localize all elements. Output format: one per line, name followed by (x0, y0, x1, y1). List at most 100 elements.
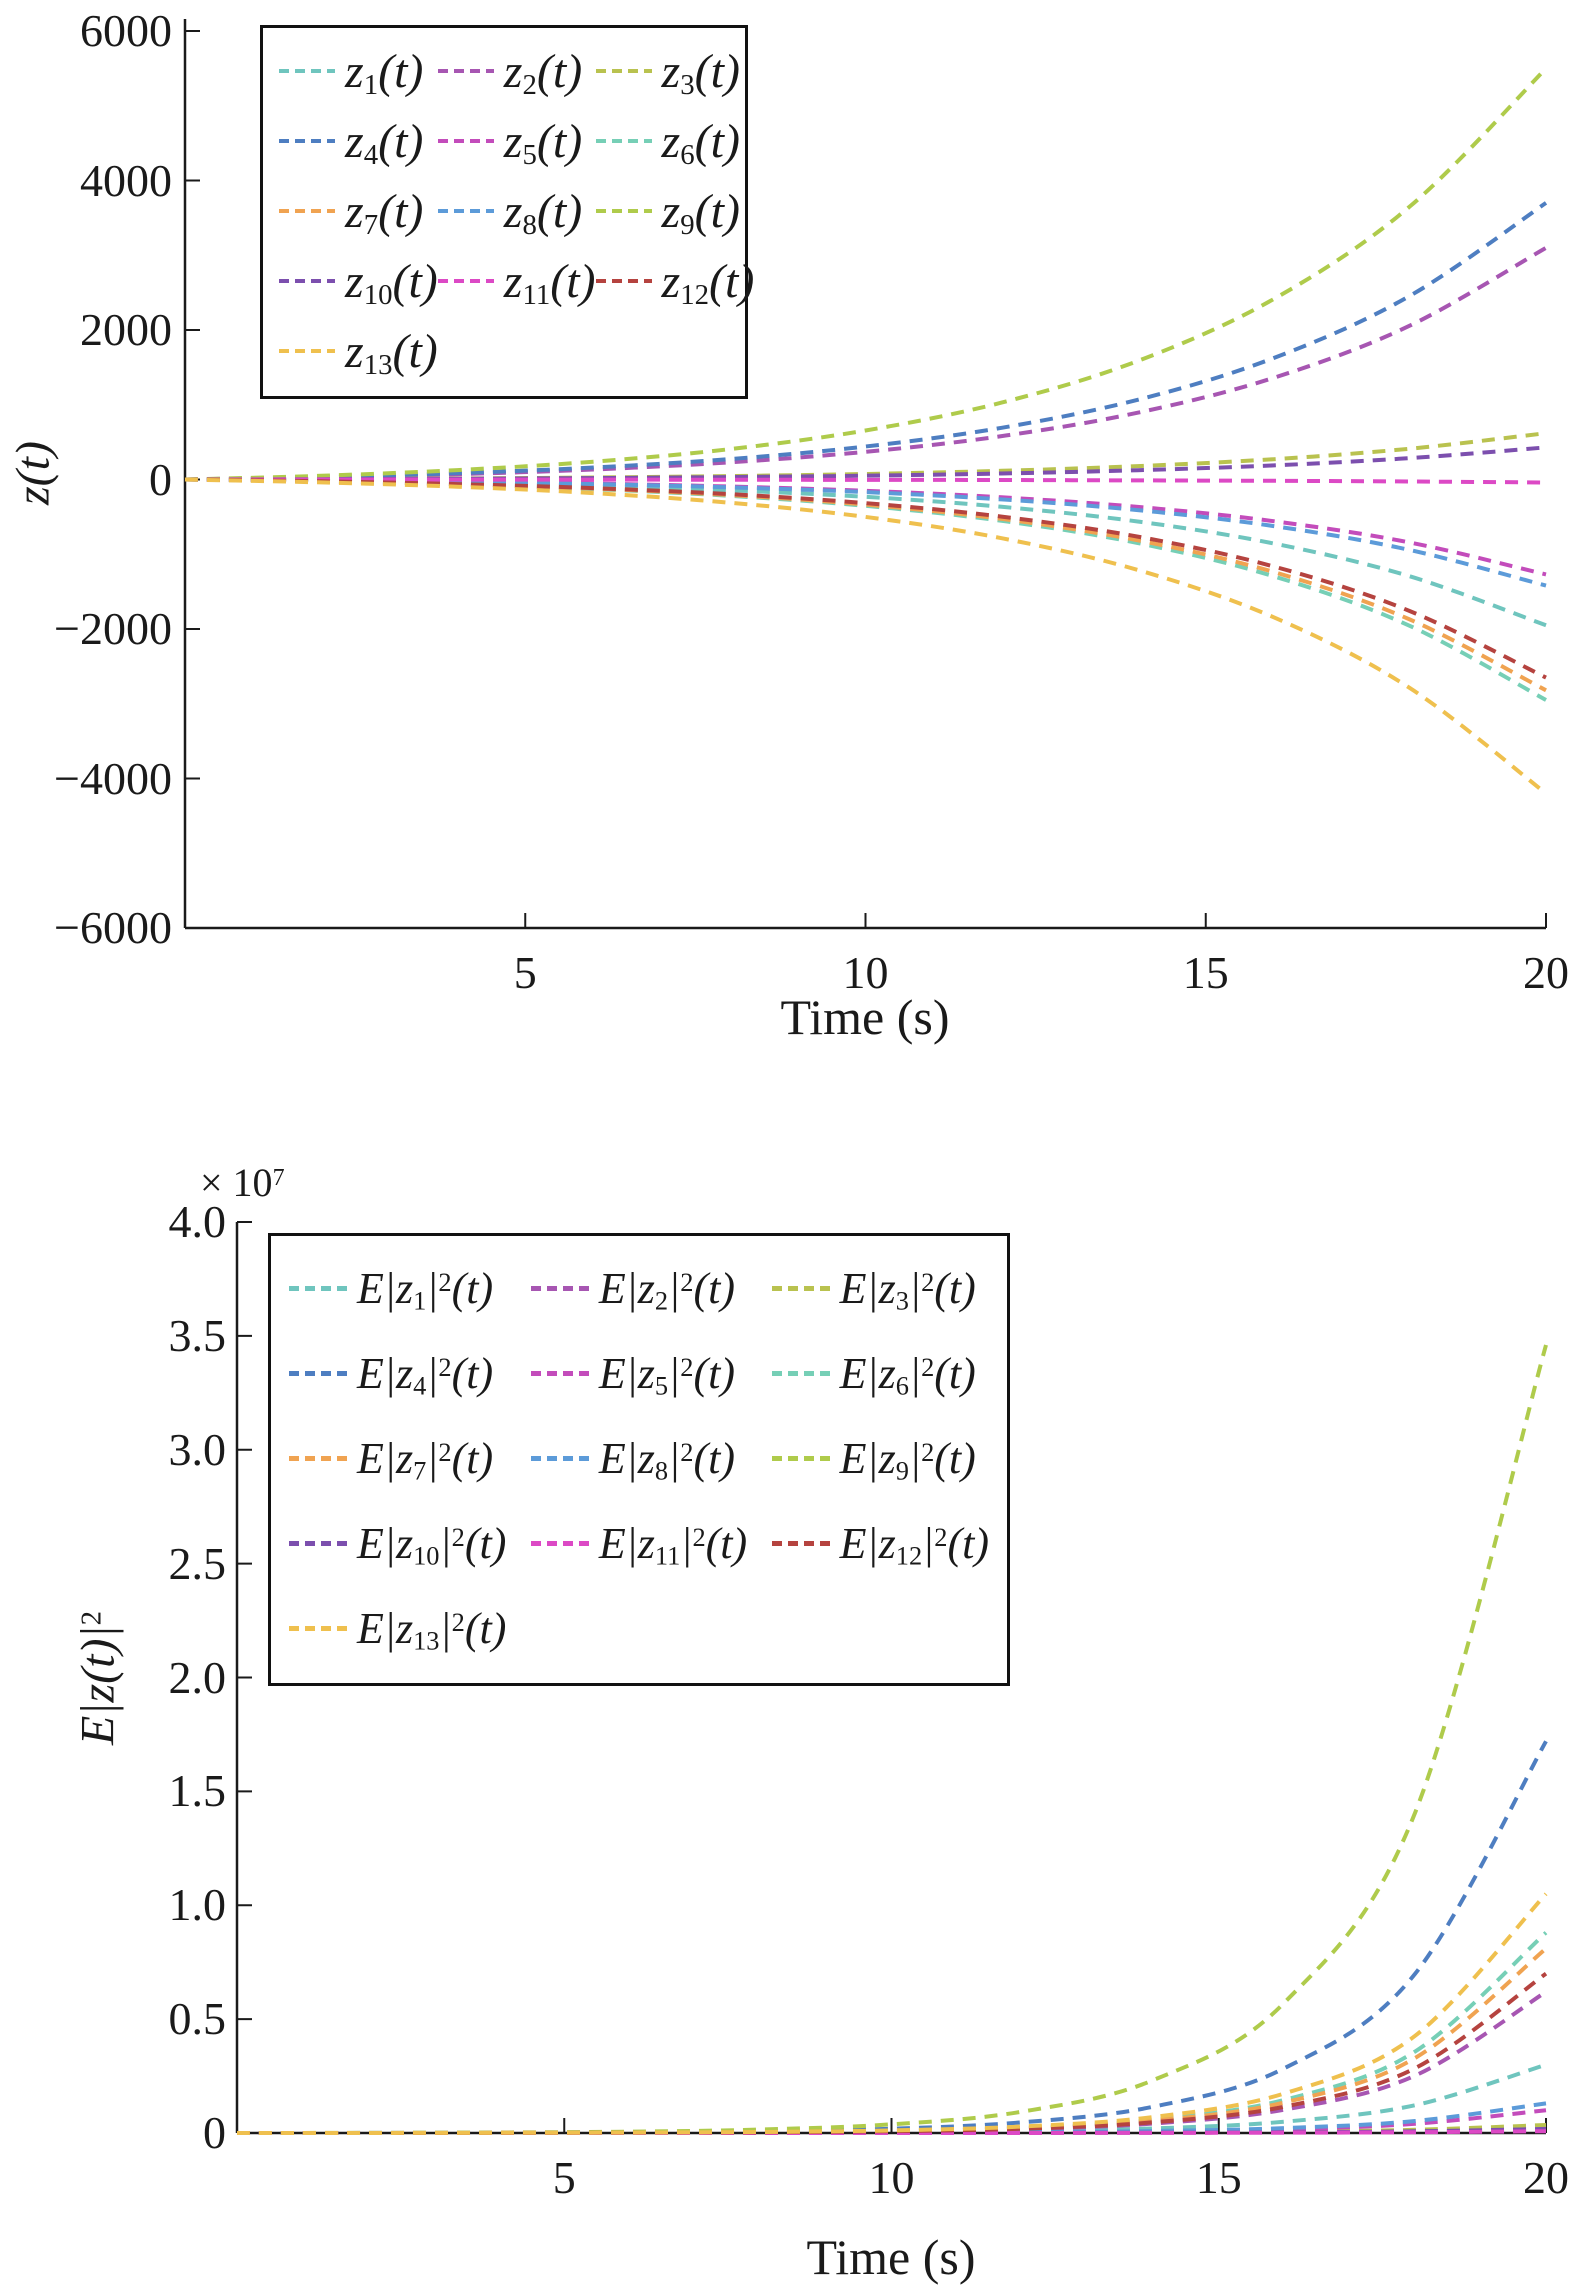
series-z_11(t) (184, 477, 1547, 485)
legend-item: z10(t) (279, 246, 438, 316)
x-tick-label: 5 (513, 947, 537, 998)
series-E|z_4|^2(t) (236, 1740, 1548, 2135)
legend-label: z1(t) (345, 44, 424, 101)
x-tick-label: 10 (868, 2152, 915, 2203)
legend-label: z6(t) (661, 114, 740, 171)
legend-item: z3(t) (595, 36, 755, 106)
x-tick-label: 20 (1523, 2152, 1569, 2203)
y-tick-label: 6000 (80, 5, 172, 56)
legend-label: E|z7|2(t) (357, 1434, 494, 1486)
legend-item: z11(t) (437, 246, 596, 316)
legend-item: E|z7|2(t) (289, 1416, 506, 1501)
series-z_13(t) (184, 477, 1548, 796)
y-tick-label: 4000 (80, 154, 172, 206)
legend-label: z5(t) (503, 114, 583, 171)
legend-label: z3(t) (661, 44, 740, 101)
legend-dash-key (289, 1626, 347, 1631)
y-tick-label: 0 (149, 453, 172, 505)
legend-dash-key (289, 1541, 347, 1546)
series-E|z_7|^2(t) (237, 1946, 1548, 2135)
legend-label: z13(t) (345, 324, 438, 381)
legend-label: z8(t) (503, 184, 583, 241)
legend-item: E|z6|2(t) (771, 1331, 989, 1416)
legend-item: z7(t) (279, 176, 438, 246)
legend-dash-key (771, 1371, 830, 1376)
series-z_7(t) (184, 477, 1547, 693)
legend-dash-key (279, 138, 335, 144)
legend-dash-key (279, 208, 335, 214)
series-E|z_2|^2(t) (237, 1990, 1548, 2135)
legend-label: E|z3|2(t) (839, 1264, 976, 1316)
legend-dash-key (595, 68, 652, 74)
legend-label: z10(t) (345, 254, 438, 311)
legend-dash-key (595, 208, 652, 214)
legend-label: z4(t) (345, 114, 424, 171)
legend-label: E|z5|2(t) (598, 1349, 735, 1401)
legend-dash-key (279, 278, 335, 284)
legend-item: z5(t) (437, 106, 596, 176)
series-z_9(t) (184, 66, 1548, 482)
legend-item: E|z2|2(t) (530, 1246, 747, 1331)
legend-label: E|z6|2(t) (839, 1349, 976, 1401)
legend-item: z13(t) (279, 316, 438, 386)
series-z_8(t) (184, 477, 1547, 588)
legend-item: E|z4|2(t) (289, 1331, 506, 1416)
y-axis-multiplier: × 107 (200, 1160, 285, 1205)
y-tick-label: 0 (203, 2107, 226, 2158)
legend-dash-key (530, 1286, 589, 1291)
legend-dash-key (771, 1286, 830, 1291)
legend-item: E|z3|2(t) (771, 1246, 989, 1331)
y-tick-label: 4.0 (168, 1196, 227, 1247)
legend-mean-square: E|z1|2(t) E|z2|2(t) E|z3|2(t) E|z4|2(t) E|z5… (268, 1233, 1010, 1686)
x-axis-label-time-bottom: Time (s) (806, 2229, 976, 2285)
chart-z-trajectories: z(t) Time (s) z1(t) z2(t) z3(t) z4(t) z5(t) z… (0, 0, 1575, 1060)
legend-item: E|z11|2(t) (530, 1501, 748, 1586)
legend-item: E|z9|2(t) (771, 1416, 989, 1501)
legend-item: z1(t) (279, 36, 438, 106)
legend-item: E|z10|2(t) (289, 1501, 506, 1586)
x-axis-label-time-top: Time (s) (780, 989, 950, 1045)
legend-dash-key (437, 68, 494, 74)
y-tick-label: −2000 (54, 603, 172, 654)
series-z_12(t) (184, 477, 1547, 680)
legend-item: E|z5|2(t) (530, 1331, 747, 1416)
legend-item: E|z13|2(t) (289, 1586, 506, 1671)
legend-item: E|z8|2(t) (530, 1416, 747, 1501)
legend-dash-key (289, 1371, 347, 1376)
y-tick-label: 0.5 (168, 1993, 227, 2045)
series-z_6(t) (184, 477, 1547, 702)
legend-dash-key (437, 278, 494, 284)
legend-dash-key (279, 348, 335, 354)
legend-label: E|z11|2(t) (598, 1519, 748, 1571)
legend-dash-key (289, 1456, 347, 1461)
x-tick-label: 15 (1182, 947, 1229, 998)
legend-dash-key (437, 138, 494, 144)
legend-label: z7(t) (345, 184, 424, 241)
x-tick-label: 20 (1523, 947, 1569, 998)
legend-dash-key (437, 208, 494, 214)
series-E|z_12|^2(t) (237, 1971, 1548, 2135)
legend-dash-key (530, 1541, 589, 1546)
series-z_5(t) (184, 477, 1547, 577)
legend-item: z6(t) (595, 106, 755, 176)
legend-label: E|z1|2(t) (357, 1264, 494, 1316)
x-tick-label: 5 (552, 2152, 576, 2203)
legend-dash-key (595, 278, 652, 284)
legend-item: z9(t) (595, 176, 755, 246)
legend-label: z11(t) (503, 254, 596, 311)
legend-label: z12(t) (661, 254, 755, 311)
legend-label: E|z10|2(t) (357, 1519, 507, 1571)
y-tick-label: 1.5 (168, 1765, 227, 1817)
legend-label: E|z4|2(t) (357, 1349, 494, 1401)
y-tick-label: 2.5 (168, 1537, 227, 1589)
legend-dash-key (279, 68, 335, 74)
legend-dash-key (771, 1456, 830, 1461)
legend-label: E|z8|2(t) (598, 1434, 735, 1486)
y-tick-label: 3.5 (168, 1309, 227, 1361)
y-tick-label: −6000 (54, 902, 172, 953)
y-tick-label: 2000 (80, 304, 172, 355)
series-z_1(t) (184, 477, 1547, 628)
y-tick-label: 2.0 (168, 1651, 227, 1703)
legend-item: z8(t) (437, 176, 596, 246)
y-tick-label: 3.0 (168, 1423, 227, 1475)
